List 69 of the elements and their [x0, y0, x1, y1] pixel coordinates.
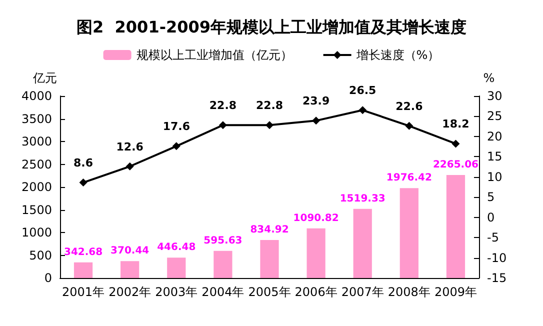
x-tick-label: 2002年 [108, 285, 152, 299]
point [218, 121, 227, 130]
data-label: 26.5 [349, 84, 376, 98]
point [266, 121, 274, 130]
data-label: 22.8 [209, 99, 237, 112]
data-label: 1090.82 [293, 212, 339, 224]
bar [74, 262, 93, 278]
x-tick-label: 2009年 [434, 285, 477, 299]
y2-tick-label: 5 [487, 190, 495, 204]
x-tick-label: 2001年 [62, 285, 105, 299]
x-tick-label: 2006年 [294, 285, 338, 299]
y-tick-label: 2000 [21, 180, 52, 194]
point [126, 162, 134, 170]
x-tick-label: 2003年 [155, 285, 198, 299]
data-label: 23.9 [302, 94, 330, 108]
y-tick-label: 4000 [21, 89, 52, 103]
point [172, 142, 180, 150]
data-label: 1976.42 [386, 172, 432, 184]
data-label: 834.92 [250, 224, 289, 236]
y-tick-label: 3500 [21, 112, 52, 126]
point [405, 122, 414, 130]
y2-tick-label: 25 [487, 109, 502, 124]
data-label: 2265.06 [432, 159, 479, 170]
y-tick-label: 3000 [21, 134, 52, 148]
point [358, 106, 367, 114]
x-tick-label: 2005年 [248, 285, 291, 299]
bar [306, 228, 326, 278]
y-tick-label: 1500 [21, 202, 52, 217]
y-tick-label: 0 [44, 271, 52, 285]
legend-label: 增长速度（%） [355, 48, 440, 62]
x-tick-label: 2008年 [388, 285, 430, 299]
data-label: 595.63 [204, 235, 242, 246]
bar [167, 258, 186, 278]
bar [446, 174, 466, 278]
data-label: 17.6 [162, 120, 190, 134]
y2-tick-label: -5 [487, 230, 499, 245]
x-tick-label: 2004年 [202, 285, 244, 299]
data-label: 1519.33 [340, 193, 386, 204]
y2-tick-label: 20 [487, 129, 502, 144]
y2-axis-title: % [483, 71, 495, 85]
data-label: 12.6 [116, 140, 144, 154]
data-label: 8.6 [74, 156, 94, 170]
point [452, 140, 460, 148]
y2-tick-label: 10 [487, 170, 502, 184]
y-tick-label: 2500 [21, 157, 52, 172]
x-tick-label: 2007年 [341, 285, 384, 299]
y2-tick-label: -10 [487, 250, 507, 265]
point [79, 178, 88, 187]
data-label: 446.48 [157, 242, 196, 254]
legend-label: 规模以上工业增加值（亿元） [136, 48, 292, 62]
point [312, 116, 320, 125]
y-tick-label: 1000 [21, 226, 52, 240]
data-label: 22.8 [256, 99, 284, 112]
bar [353, 208, 372, 278]
y-tick-label: 500 [29, 248, 52, 262]
y2-tick-label: -15 [487, 271, 507, 285]
data-label: 18.2 [442, 118, 470, 131]
bar [260, 240, 279, 278]
y2-tick-label: 0 [487, 210, 495, 224]
data-label: 342.68 [64, 246, 103, 258]
data-label: 22.6 [396, 100, 424, 113]
chart-title: 图2 2001-2009年规模以上工业增加值及其增长速度 [76, 18, 466, 36]
y2-tick-label: 15 [487, 150, 502, 164]
y2-tick-label: 30 [487, 89, 502, 103]
bar [214, 250, 232, 278]
bar [120, 261, 140, 278]
y-axis-title: 亿元 [32, 71, 57, 85]
data-label: 370.44 [110, 246, 150, 257]
bar [400, 188, 418, 278]
